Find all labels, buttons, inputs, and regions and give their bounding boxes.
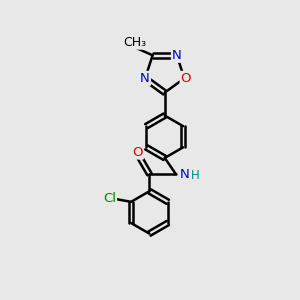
Text: N: N <box>179 168 189 181</box>
Text: Cl: Cl <box>103 192 116 206</box>
Text: N: N <box>140 72 150 85</box>
Text: N: N <box>172 49 182 62</box>
Text: O: O <box>181 72 191 85</box>
Text: H: H <box>191 169 200 182</box>
Text: O: O <box>132 146 143 159</box>
Text: CH₃: CH₃ <box>124 36 147 49</box>
